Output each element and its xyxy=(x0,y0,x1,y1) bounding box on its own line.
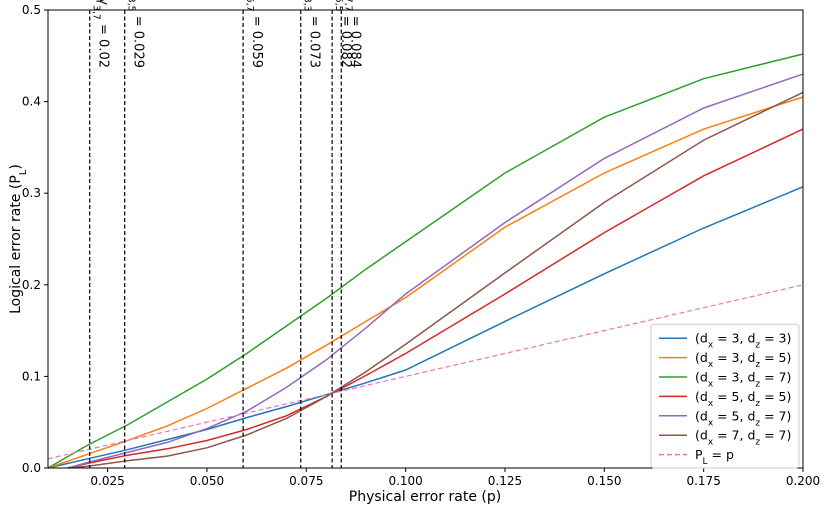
legend-label-4: (dx​ = 5, dz​ = 5) xyxy=(695,389,791,409)
legend-label-7: PL​ = p xyxy=(695,447,734,467)
y-tick-label-6: 0.5 xyxy=(22,3,41,17)
legend-label-5: (dx​ = 5, dz​ = 7) xyxy=(695,408,791,428)
series-lines xyxy=(47,53,804,469)
axes: 0.025 0.050 0.075 0.100 0.125 0.150 0.175 0.200… xyxy=(22,3,820,488)
x-tick-label-3: 0.075 xyxy=(289,474,323,488)
series-line-6 xyxy=(67,91,804,469)
x-axis-title: Physical error rate (p) xyxy=(349,489,501,505)
legend: (dx​ = 3, dz​ = 3)(dx​ = 3, dz​ = 5)(dx​… xyxy=(650,323,800,469)
legend-label-1: (dx​ = 3, dz​ = 3) xyxy=(695,331,791,351)
series-line-1 xyxy=(47,186,804,469)
threshold-label-4: γ3,3​ = 0.073 xyxy=(302,0,322,68)
y-tick-label-5: 0.4 xyxy=(22,95,41,109)
x-tick-label-2: 0.050 xyxy=(190,474,224,488)
axes-frame xyxy=(47,9,804,469)
threshold-label-6: γ7,7​ = 0.084 xyxy=(343,0,363,68)
x-tick-label-8: 0.200 xyxy=(786,474,820,488)
threshold-label-2: γ3,5​ = 0.029 xyxy=(126,0,146,68)
series-line-7 xyxy=(47,284,804,460)
legend-label-3: (dx​ = 3, dz​ = 7) xyxy=(695,370,791,390)
series-line-3 xyxy=(47,53,804,469)
threshold-lines: γ3,7​ = 0.02 γ3,5​ = 0.029 γ5,7​ = 0.059 γ3… xyxy=(89,0,363,468)
threshold-label-5: γ5,5​ = 0.082 xyxy=(334,0,354,68)
threshold-label-1: γ3,7​ = 0.02 xyxy=(91,0,111,68)
y-tick-label-3: 0.2 xyxy=(22,278,41,292)
y-axis-title: Logical error rate (PL​) xyxy=(8,164,29,314)
series-line-4 xyxy=(67,128,804,469)
x-tick-label-4: 0.100 xyxy=(388,474,422,488)
x-tick-label-7: 0.175 xyxy=(686,474,720,488)
legend-label-6: (dx​ = 7, dz​ = 7) xyxy=(695,428,791,448)
y-tick-label-1: 0.0 xyxy=(22,461,41,475)
x-tick-label-1: 0.025 xyxy=(90,474,124,488)
series-line-2 xyxy=(47,96,804,469)
x-tick-label-5: 0.125 xyxy=(488,474,522,488)
legend-box xyxy=(650,323,800,469)
y-tick-label-2: 0.1 xyxy=(22,369,41,383)
y-tick-label-4: 0.3 xyxy=(22,186,41,200)
threshold-label-3: γ5,7​ = 0.059 xyxy=(245,0,265,68)
x-tick-label-6: 0.150 xyxy=(587,474,621,488)
legend-label-2: (dx​ = 3, dz​ = 5) xyxy=(695,350,791,370)
series-line-5 xyxy=(67,73,804,469)
